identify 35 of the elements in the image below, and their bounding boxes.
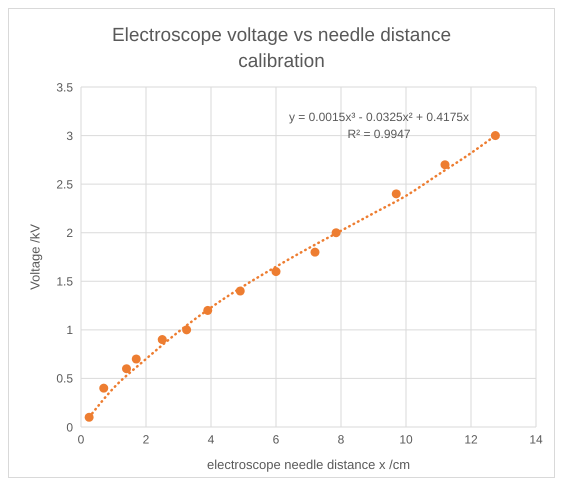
point (392, 189, 401, 198)
point (203, 306, 212, 315)
y-tick-label: 0 (66, 420, 74, 434)
point (271, 267, 281, 276)
annotation: R² = 0.9947 (346, 126, 412, 143)
x-tick-label: 10 (399, 432, 413, 447)
x-tick-label: 0 (78, 432, 85, 447)
x-axis-title: electroscope needle distance x /cm (206, 457, 410, 472)
x-tick-label: 14 (529, 432, 543, 447)
y-tick-label: 2.5 (56, 177, 74, 192)
point (490, 131, 500, 140)
y-tick-label: 3 (66, 128, 74, 143)
y-tick-label: 3.5 (56, 80, 74, 94)
point (310, 248, 320, 257)
chart-title: Electroscope voltage vs needle distance calibration (112, 24, 452, 74)
point (158, 335, 167, 344)
point (132, 354, 141, 364)
y-tick-label: 2 (66, 226, 74, 240)
x-tick-label: 4 (208, 432, 215, 447)
x-tick-label: 8 (338, 432, 345, 447)
point (99, 384, 108, 393)
y-axis-title: Voltage /kV (28, 224, 43, 290)
point (182, 325, 192, 334)
point (440, 160, 450, 170)
y-tick-label: 0.5 (56, 372, 74, 386)
y-tick-label: 1 (66, 323, 74, 338)
y-tick-label: 1.5 (56, 274, 74, 289)
annotation: y = 0.0015x³ - 0.0325x² + 0.4175x (288, 109, 470, 126)
x-tick-label: 6 (272, 432, 280, 447)
point (236, 286, 245, 296)
x-tick-label: 2 (142, 432, 150, 447)
point (332, 228, 341, 238)
point (122, 364, 132, 374)
point (84, 412, 94, 422)
x-tick-label: 12 (464, 432, 478, 447)
